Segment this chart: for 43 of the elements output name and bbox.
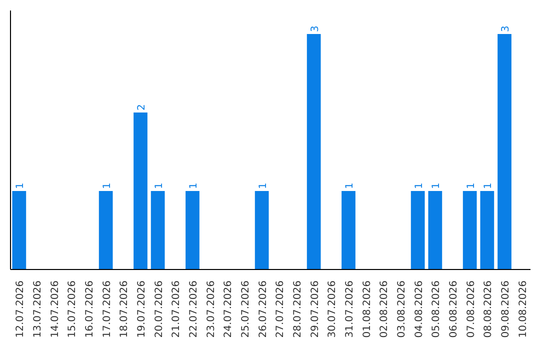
x-tick-label: 25.07.2026 bbox=[240, 280, 252, 338]
x-tick-label: 23.07.2026 bbox=[206, 280, 217, 338]
data-label: 3 bbox=[500, 26, 512, 32]
x-tick-label: 20.07.2026 bbox=[154, 280, 165, 338]
data-label: 1 bbox=[483, 182, 494, 190]
data-label: 1 bbox=[414, 182, 425, 190]
data-label: 2 bbox=[136, 104, 148, 111]
data-label: 1 bbox=[258, 182, 269, 190]
data-label: 1 bbox=[188, 182, 200, 190]
x-tick-label: 01.08.2026 bbox=[362, 280, 373, 338]
x-tick-label: 18.07.2026 bbox=[119, 280, 130, 338]
x-tick-label: 27.07.2026 bbox=[275, 280, 286, 338]
data-label: 1 bbox=[15, 182, 26, 190]
x-tick-label: 19.07.2026 bbox=[136, 280, 148, 338]
x-tick-label: 24.07.2026 bbox=[223, 280, 234, 338]
x-tick-label: 06.08.2026 bbox=[448, 280, 460, 338]
x-tick-label: 12.07.2026 bbox=[15, 280, 26, 338]
x-tick-label: 26.07.2026 bbox=[258, 280, 269, 338]
x-tick-label: 13.07.2026 bbox=[32, 280, 44, 338]
x-tick-label: 07.08.2026 bbox=[466, 280, 477, 338]
x-tick-label: 02.08.2026 bbox=[379, 280, 390, 338]
x-tick-label: 29.07.2026 bbox=[310, 280, 321, 338]
x-tick-label: 03.08.2026 bbox=[396, 280, 408, 338]
x-tick-label: 30.07.2026 bbox=[327, 280, 338, 338]
x-tick-label: 21.07.2026 bbox=[171, 280, 182, 338]
data-label: 1 bbox=[344, 182, 356, 190]
x-tick-label: 08.08.2026 bbox=[483, 280, 494, 338]
x-tick-label: 09.08.2026 bbox=[500, 280, 512, 338]
x-tick-label: 17.07.2026 bbox=[102, 280, 113, 338]
x-tick-label: 31.07.2026 bbox=[344, 280, 356, 338]
x-tick-label: 10.08.2026 bbox=[518, 280, 529, 338]
x-tick-label: 04.08.2026 bbox=[414, 280, 425, 338]
x-tick-label: 15.07.2026 bbox=[67, 280, 78, 338]
x-tick-label: 28.07.2026 bbox=[292, 280, 304, 338]
data-label: 1 bbox=[102, 182, 113, 190]
data-label: 1 bbox=[431, 182, 442, 190]
data-label: 1 bbox=[154, 182, 165, 190]
x-tick-label: 16.07.2026 bbox=[84, 280, 96, 338]
data-label: 1 bbox=[466, 182, 477, 190]
x-tick-label: 05.08.2026 bbox=[431, 280, 442, 338]
x-tick-label: 22.07.2026 bbox=[188, 280, 200, 338]
x-tick-label: 14.07.2026 bbox=[50, 280, 61, 338]
data-label: 3 bbox=[310, 26, 321, 32]
